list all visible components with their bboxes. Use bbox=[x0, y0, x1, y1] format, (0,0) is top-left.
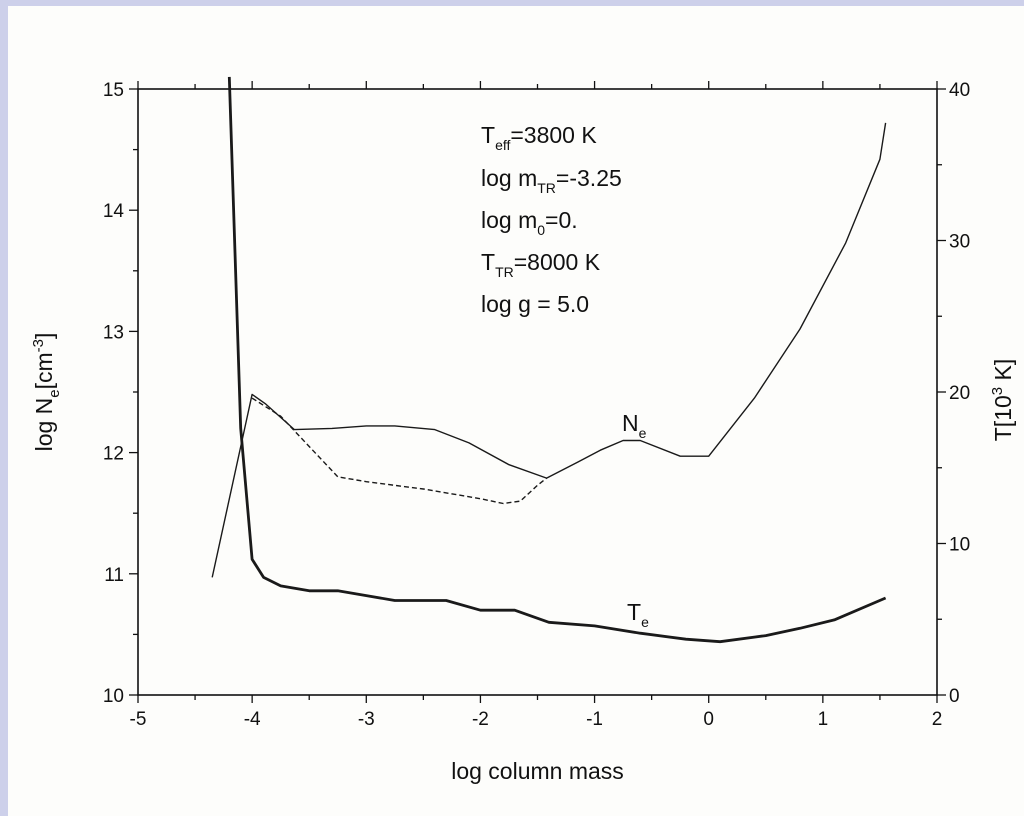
x-tick-label: 2 bbox=[932, 709, 943, 730]
x-tick-label: -4 bbox=[244, 709, 261, 730]
annotation-line-5: log g = 5.0 bbox=[481, 291, 589, 317]
annotation-sub: 0 bbox=[537, 222, 545, 238]
y-left-label-main: log N bbox=[31, 398, 57, 452]
x-tick-label: -5 bbox=[130, 709, 147, 730]
y-left-label-unit: [cm bbox=[31, 352, 57, 389]
ne-label-main: N bbox=[622, 410, 639, 436]
series-layer bbox=[211, 76, 887, 644]
y-right-tick-label: 30 bbox=[949, 232, 970, 253]
annotation-line-2: log mTR=-3.25 bbox=[481, 165, 622, 196]
te-label-sub: e bbox=[641, 614, 649, 630]
y-right-axis-label: T[103 K] bbox=[989, 359, 1016, 442]
annotation-main: log m bbox=[481, 207, 537, 233]
annotation-sub: TR bbox=[537, 180, 556, 196]
y-left-tick-label: 12 bbox=[103, 444, 124, 465]
annotation-sub: eff bbox=[495, 137, 510, 153]
y-left-tick-label: 13 bbox=[103, 322, 124, 343]
annotation-rest: =3800 K bbox=[510, 122, 597, 148]
annotation-line-4: TTR=8000 K bbox=[481, 249, 601, 280]
y-left-label-sup: -3 bbox=[30, 339, 47, 352]
y-right-label-end: K] bbox=[990, 359, 1016, 387]
ne-curve-label: Ne bbox=[622, 410, 647, 441]
y-left-tick-label: 14 bbox=[103, 201, 125, 222]
annotation-line-1: Teff=3800 K bbox=[481, 122, 597, 153]
x-tick-label: -3 bbox=[358, 709, 375, 730]
annotation-rest: =0. bbox=[545, 207, 578, 233]
y-right-tick-label: 0 bbox=[949, 686, 960, 707]
series-te-line bbox=[227, 76, 887, 644]
annotation-line-3: log m0=0. bbox=[481, 207, 578, 238]
annotation-main: T bbox=[481, 249, 495, 275]
x-tick-label: -1 bbox=[586, 709, 603, 730]
x-tick-label: 0 bbox=[703, 709, 714, 730]
y-right-tick-label: 20 bbox=[949, 383, 970, 404]
annotation-rest: =-3.25 bbox=[556, 165, 622, 191]
x-tick-label: 1 bbox=[818, 709, 829, 730]
y-left-tick-label: 15 bbox=[103, 80, 124, 101]
te-curve-label: Te bbox=[627, 599, 649, 630]
x-tick-label: -2 bbox=[472, 709, 489, 730]
te-label-main: T bbox=[627, 599, 641, 625]
y-right-tick-label: 10 bbox=[949, 535, 970, 556]
series-ne-dashed-line bbox=[251, 397, 548, 505]
annotation-rest: =8000 K bbox=[514, 249, 601, 275]
annotation-sub: TR bbox=[495, 264, 514, 280]
x-axis-label: log column mass bbox=[451, 758, 624, 784]
series-ne-line bbox=[211, 122, 887, 578]
figure-paper: -5 -4 -3 -2 -1 0 1 2 10 11 12 13 14 15 0 10 20 30 40 log co… bbox=[8, 6, 1024, 816]
annotation-main: log g = 5.0 bbox=[481, 291, 589, 317]
y-left-tick-label: 10 bbox=[103, 686, 124, 707]
y-left-label-sub: e bbox=[46, 389, 63, 397]
annotation-main: T bbox=[481, 122, 495, 148]
y-left-axis-label: log Ne[cm-3] bbox=[30, 333, 63, 452]
y-left-tick-label: 11 bbox=[104, 565, 124, 586]
y-right-label-sup: 3 bbox=[989, 387, 1006, 395]
annotation-main: log m bbox=[481, 165, 537, 191]
ne-label-sub: e bbox=[639, 425, 647, 441]
y-right-tick-label: 40 bbox=[949, 80, 970, 101]
y-right-label-main: T[10 bbox=[990, 395, 1016, 441]
y-left-label-end: ] bbox=[31, 333, 57, 339]
